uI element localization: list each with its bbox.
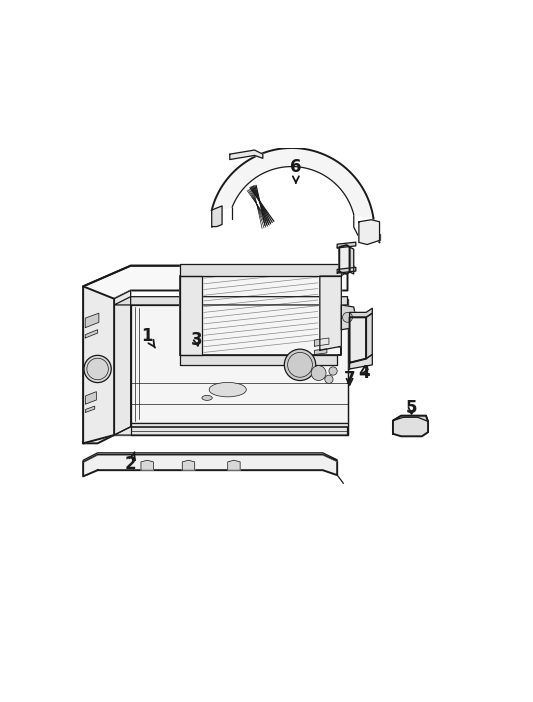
Polygon shape	[86, 392, 96, 404]
Polygon shape	[131, 305, 348, 423]
Polygon shape	[314, 338, 329, 346]
Polygon shape	[340, 245, 350, 274]
Polygon shape	[114, 291, 131, 435]
Polygon shape	[230, 150, 263, 159]
Polygon shape	[114, 427, 348, 435]
Polygon shape	[341, 305, 356, 330]
Ellipse shape	[202, 395, 212, 400]
Polygon shape	[393, 416, 428, 437]
Polygon shape	[114, 299, 348, 435]
Polygon shape	[337, 267, 356, 273]
Circle shape	[325, 375, 333, 383]
Polygon shape	[228, 461, 240, 470]
Polygon shape	[366, 313, 372, 359]
Polygon shape	[114, 297, 348, 305]
Text: 1: 1	[141, 327, 155, 347]
Polygon shape	[212, 206, 222, 227]
Text: 3: 3	[191, 331, 203, 349]
Circle shape	[311, 366, 326, 380]
Circle shape	[329, 367, 337, 375]
Polygon shape	[180, 276, 201, 355]
Polygon shape	[85, 330, 98, 338]
Polygon shape	[350, 247, 354, 274]
Text: 2: 2	[125, 452, 136, 473]
Circle shape	[284, 349, 316, 380]
Polygon shape	[180, 355, 337, 365]
Polygon shape	[85, 313, 99, 328]
Polygon shape	[83, 454, 337, 477]
Polygon shape	[86, 406, 95, 412]
Polygon shape	[350, 317, 366, 363]
Polygon shape	[131, 423, 348, 435]
Polygon shape	[212, 148, 373, 218]
Polygon shape	[314, 349, 327, 355]
Polygon shape	[180, 265, 354, 276]
Text: 7: 7	[344, 370, 356, 388]
Text: 4: 4	[358, 364, 370, 382]
Polygon shape	[141, 461, 154, 470]
Polygon shape	[350, 308, 372, 317]
Polygon shape	[337, 242, 356, 248]
Ellipse shape	[209, 383, 246, 397]
Polygon shape	[180, 276, 341, 355]
Polygon shape	[359, 220, 379, 244]
Polygon shape	[180, 265, 341, 276]
Circle shape	[84, 355, 111, 383]
Polygon shape	[83, 286, 114, 444]
Polygon shape	[83, 265, 348, 444]
Polygon shape	[182, 461, 195, 470]
Polygon shape	[320, 276, 341, 350]
Text: 6: 6	[290, 157, 302, 183]
Polygon shape	[83, 453, 337, 462]
Circle shape	[343, 312, 352, 322]
Polygon shape	[350, 355, 372, 369]
Polygon shape	[393, 416, 428, 421]
Text: 5: 5	[406, 399, 417, 417]
